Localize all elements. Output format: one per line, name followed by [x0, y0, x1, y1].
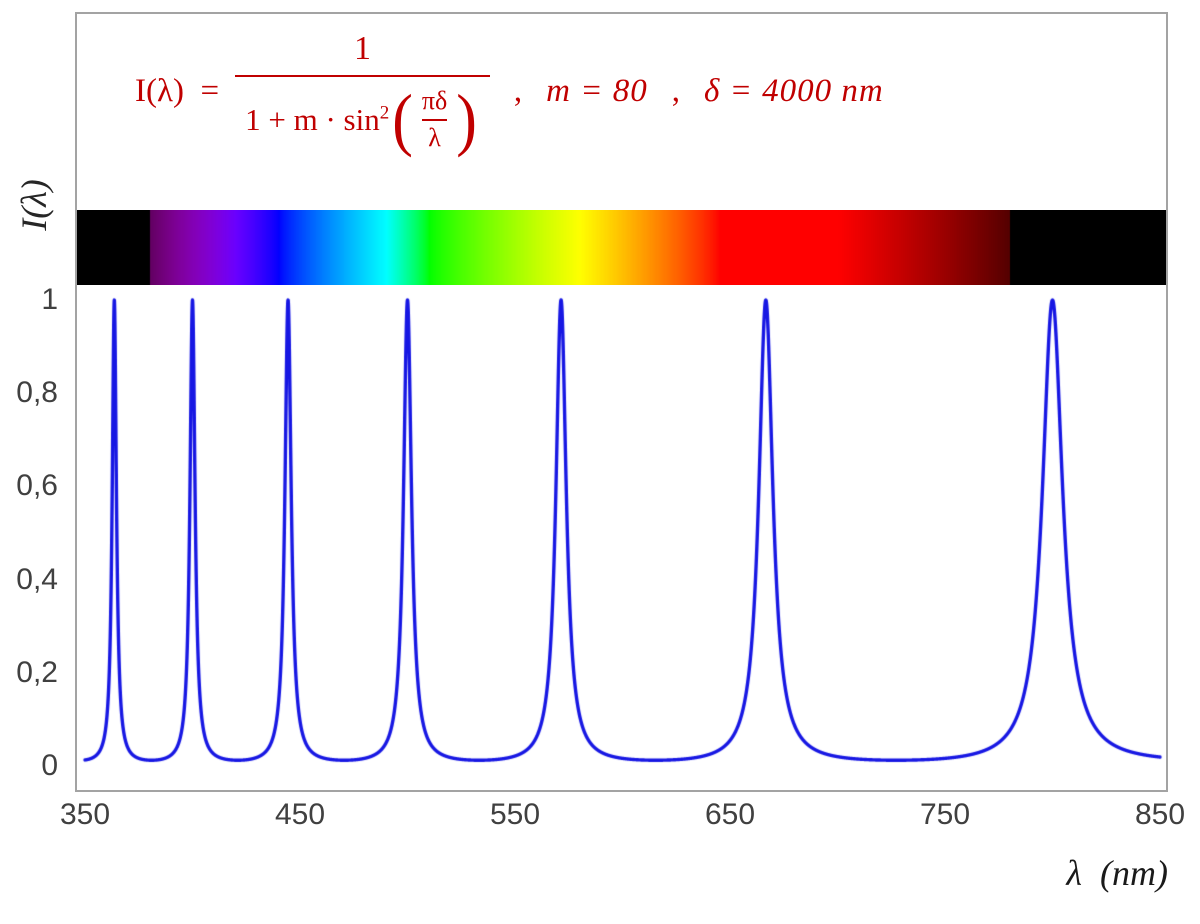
- y-axis-tick-label: 0: [41, 749, 58, 782]
- inner-denominator: λ: [422, 119, 447, 153]
- y-axis-tick-label: 0,8: [16, 376, 58, 410]
- x-axis-tick-label: 750: [919, 798, 971, 831]
- formula-main-fraction: 1 1 + m · sin2 ( πδ λ ): [235, 30, 490, 158]
- y-axis-tick-label: 0,6: [16, 469, 58, 503]
- formula-param-m: m = 80: [546, 73, 648, 109]
- intensity-curve-canvas: [77, 14, 1166, 790]
- formula-inner-fraction: πδ λ: [416, 86, 453, 153]
- x-axis-tick-label: 350: [59, 798, 111, 831]
- formula-lhs: I(λ) =: [135, 73, 220, 109]
- open-paren: (: [392, 81, 413, 158]
- formula-denominator: 1 + m · sin2 ( πδ λ ): [235, 75, 490, 158]
- x-axis-tick-label: 650: [704, 798, 756, 831]
- formula-denominator-text: 1 + m · sin2: [245, 101, 390, 137]
- formula-numerator: 1: [354, 30, 371, 67]
- formula-param-delta: δ = 4000 nm: [704, 73, 884, 109]
- inner-numerator: πδ: [421, 86, 448, 115]
- formula-separator: ,: [513, 73, 523, 109]
- visible-spectrum-bar: [77, 210, 1166, 285]
- x-axis-label: λ (nm): [1066, 853, 1168, 893]
- x-axis-tick-label: 450: [274, 798, 326, 831]
- y-axis-tick-label: 0,2: [16, 655, 58, 689]
- plot-frame: I(λ) = 1 1 + m · sin2 ( πδ λ ) , m = 80 …: [75, 12, 1168, 792]
- close-paren: ): [456, 81, 477, 158]
- formula-separator: ,: [671, 73, 681, 109]
- y-axis-tick-label: 0,4: [16, 562, 58, 596]
- x-axis-tick-label: 850: [1134, 798, 1186, 831]
- x-axis-tick-label: 550: [489, 798, 541, 831]
- formula-annotation: I(λ) = 1 1 + m · sin2 ( πδ λ ) , m = 80 …: [135, 30, 884, 158]
- y-axis-tick-label: 1: [41, 283, 58, 316]
- y-axis-label: I(λ): [14, 179, 54, 231]
